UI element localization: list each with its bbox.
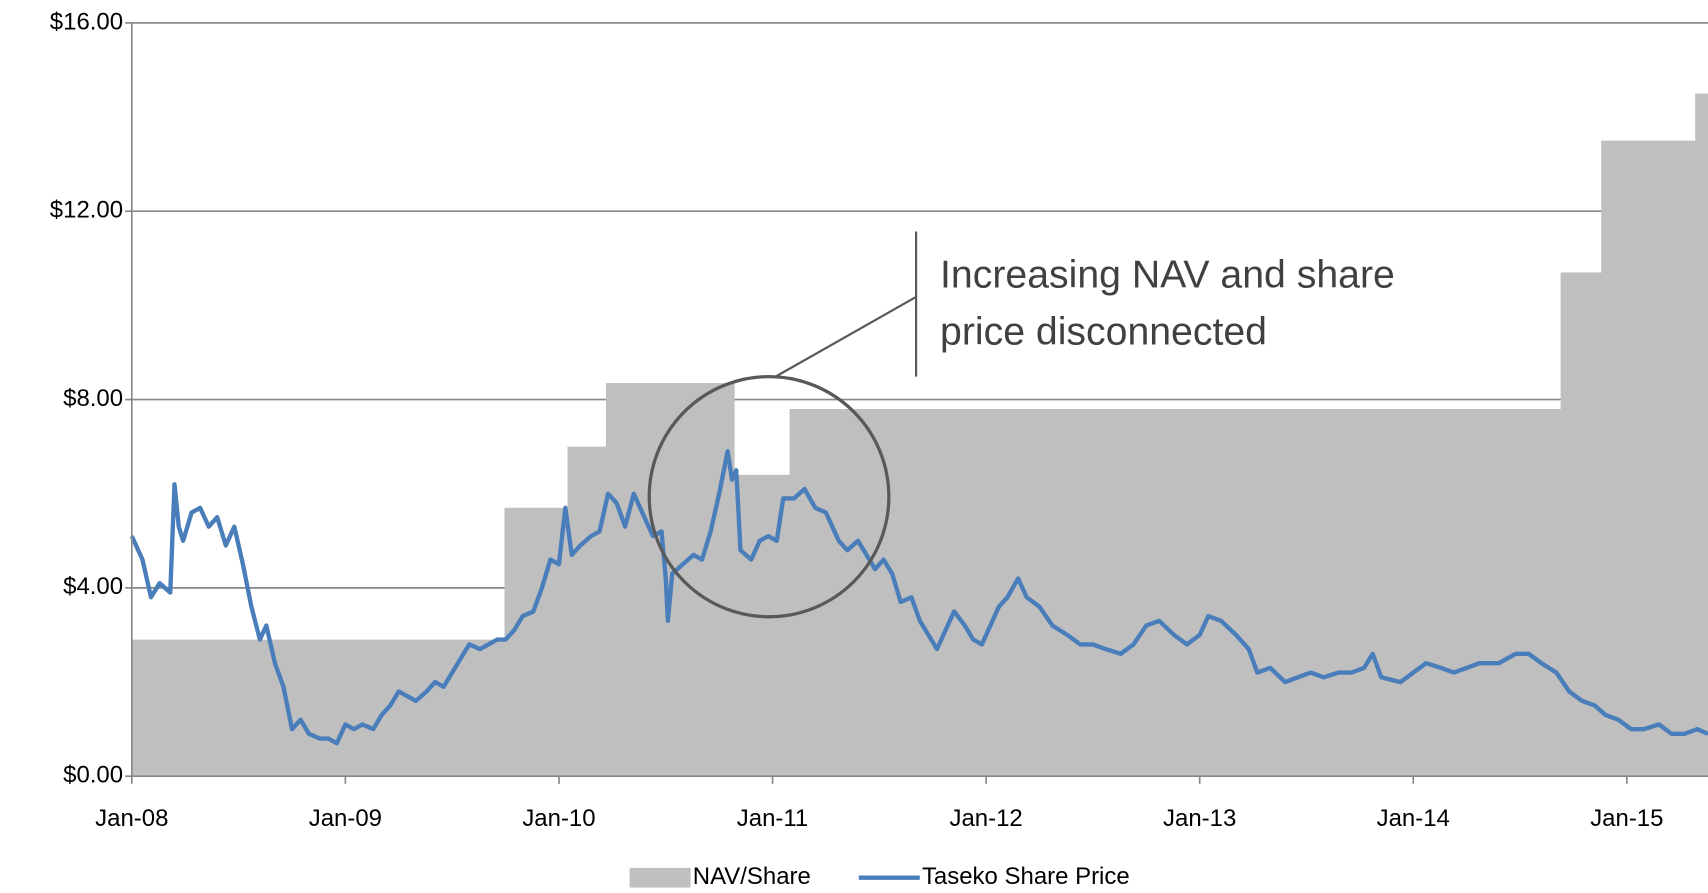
legend-label: NAV/Share <box>693 863 811 890</box>
x-tick-label: Jan-10 <box>522 805 595 832</box>
legend-swatch <box>629 867 691 888</box>
highlight-circle <box>647 374 891 619</box>
x-tick-label: Jan-08 <box>95 805 168 832</box>
annotation-text: Increasing NAV and share <box>940 253 1395 297</box>
x-tick-label: Jan-12 <box>949 805 1022 832</box>
y-tick-label: $16.00 <box>50 8 123 35</box>
nav-step <box>504 507 569 777</box>
annotation-text: price disconnected <box>940 309 1267 353</box>
nav-step <box>789 408 1562 777</box>
price-line <box>129 449 1708 746</box>
nav-step <box>131 639 506 777</box>
x-tick-label: Jan-13 <box>1163 805 1236 832</box>
x-tick-label: Jan-14 <box>1377 805 1450 832</box>
nav-step <box>567 446 607 777</box>
annotation: Increasing NAV and share price disconnec… <box>647 231 1395 619</box>
y-tick-label: $4.00 <box>63 573 123 600</box>
x-tick-label: Jan-11 <box>737 805 808 832</box>
callout-line <box>775 295 917 378</box>
y-tick-label: $8.00 <box>63 385 123 412</box>
nav-step <box>1695 93 1708 777</box>
x-tick-label: Jan-09 <box>309 805 382 832</box>
x-tick-label: Jan-15 <box>1590 805 1663 832</box>
nav-step <box>1601 140 1696 777</box>
y-tick-label: $12.00 <box>50 197 123 224</box>
y-tick-label: $0.00 <box>63 762 123 789</box>
legend-label: Taseko Share Price <box>922 863 1130 890</box>
